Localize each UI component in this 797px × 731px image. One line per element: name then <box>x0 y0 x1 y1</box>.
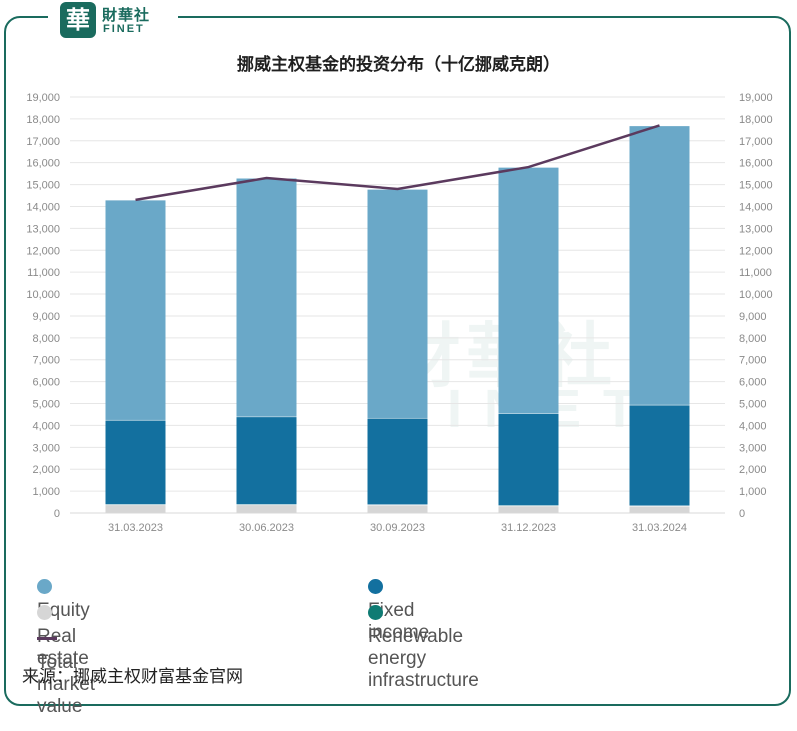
y-tick-label-left: 9,000 <box>32 311 60 323</box>
y-tick-label-left: 15,000 <box>26 180 60 192</box>
y-tick-label-right: 12,000 <box>739 245 773 257</box>
bar-fixed-income <box>236 416 297 505</box>
x-tick-label: 30.06.2023 <box>239 522 294 534</box>
y-tick-label-right: 17,000 <box>739 136 773 148</box>
y-tick-label-right: 1,000 <box>739 486 767 498</box>
bar-equity <box>629 125 690 405</box>
chart-title: 挪威主权基金的投资分布（十亿挪威克朗） <box>237 55 560 75</box>
y-tick-label-left: 3,000 <box>32 442 60 454</box>
y-tick-label-left: 19,000 <box>26 92 60 104</box>
bar-equity <box>236 178 297 417</box>
bar-fixed-income <box>629 404 690 506</box>
x-tick-label: 31.03.2023 <box>108 522 163 534</box>
x-tick-label: 30.09.2023 <box>370 522 425 534</box>
bar-fixed-income <box>498 413 559 506</box>
stacked-bar-chart: 0 0 1,000 1,000 2,000 2,000 3,000 3,000 4,000 4,0… <box>26 92 773 534</box>
bar-equity <box>105 199 166 420</box>
y-tick-label-right: 10,000 <box>739 289 773 301</box>
bar-fixed-income <box>105 419 166 505</box>
legend-label: Real estate <box>37 626 89 669</box>
brand-logo: 華 財華社 FINET <box>48 0 178 44</box>
card-frame <box>4 16 791 706</box>
legend-label: Renewable energy infrastructure <box>368 626 479 691</box>
y-tick-label-right: 3,000 <box>739 442 767 454</box>
y-tick-label-right: 13,000 <box>739 223 773 235</box>
bar-real-estate <box>629 505 690 513</box>
legend-swatch-icon <box>368 579 383 595</box>
bar-real-estate <box>498 505 559 513</box>
brand-badge-icon: 華 <box>60 2 96 38</box>
y-tick-label-right: 9,000 <box>739 311 767 323</box>
y-tick-label-right: 5,000 <box>739 399 767 411</box>
brand-name-en: FINET <box>103 23 145 35</box>
x-tick-label: 31.12.2023 <box>501 522 556 534</box>
legend-item-real-estate: Real estate <box>37 604 89 670</box>
legend-item-renewable: Renewable energy infrastructure <box>368 604 479 692</box>
bar-real-estate <box>105 504 166 513</box>
legend-swatch-icon <box>368 605 383 621</box>
source-note: 来源：挪威主权财富基金官网 <box>22 667 243 687</box>
y-tick-label-left: 7,000 <box>32 355 60 367</box>
y-tick-label-left: 10,000 <box>26 289 60 301</box>
legend-label: Total market value <box>37 652 96 717</box>
y-tick-label-right: 11,000 <box>739 267 772 279</box>
y-tick-label-left: 17,000 <box>26 136 60 148</box>
y-tick-label-left: 2,000 <box>32 464 60 476</box>
y-tick-label-right: 15,000 <box>739 180 773 192</box>
legend-swatch-icon <box>37 637 57 641</box>
y-tick-label-right: 7,000 <box>739 355 767 367</box>
bar-equity <box>367 189 428 418</box>
y-tick-label-right: 4,000 <box>739 420 767 432</box>
y-tick-label-left: 6,000 <box>32 377 60 389</box>
y-tick-label-left: 16,000 <box>26 158 60 170</box>
legend-swatch-icon <box>37 605 52 621</box>
y-tick-label-right: 16,000 <box>739 158 773 170</box>
y-tick-label-left: 12,000 <box>26 245 60 257</box>
y-tick-label-right: 14,000 <box>739 201 773 213</box>
y-tick-label-left: 18,000 <box>26 114 60 126</box>
brand-name-cn: 財華社 <box>102 6 151 24</box>
total-market-value-line <box>135 124 660 202</box>
y-tick-label-left: 1,000 <box>32 486 60 498</box>
bar-real-estate <box>236 504 297 513</box>
y-tick-label-right: 6,000 <box>739 377 767 389</box>
bar-equity <box>498 167 559 414</box>
y-tick-label-left: 14,000 <box>26 201 60 213</box>
y-tick-label-left: 8,000 <box>32 333 60 345</box>
y-tick-label-right: 0 <box>739 508 745 520</box>
y-tick-label-left: 0 <box>54 508 60 520</box>
legend-item-total-line: Total market value <box>37 630 95 718</box>
y-tick-label-right: 19,000 <box>739 92 773 104</box>
y-tick-label-left: 11,000 <box>27 267 60 279</box>
y-tick-label-left: 4,000 <box>32 420 60 432</box>
x-tick-label: 31.03.2024 <box>632 522 687 534</box>
y-tick-label-left: 13,000 <box>26 223 60 235</box>
bar-fixed-income <box>367 417 428 505</box>
y-tick-label-right: 18,000 <box>739 114 773 126</box>
bar-real-estate <box>367 504 428 513</box>
y-tick-label-right: 2,000 <box>739 464 767 476</box>
legend-swatch-icon <box>37 579 52 595</box>
y-tick-label-right: 8,000 <box>739 333 767 345</box>
y-tick-label-left: 5,000 <box>32 399 60 411</box>
